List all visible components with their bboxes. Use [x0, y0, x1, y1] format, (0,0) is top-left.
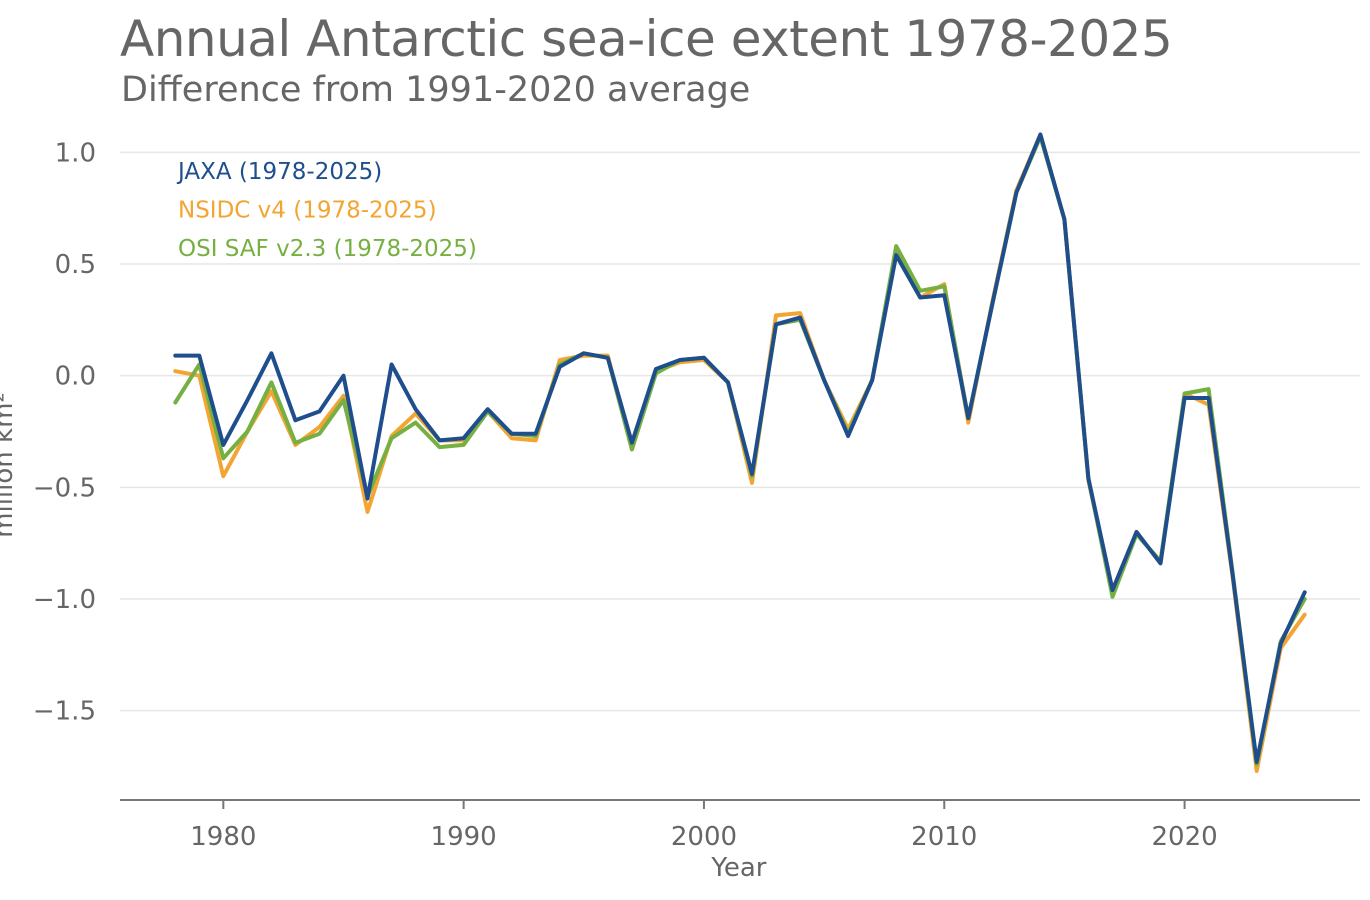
x-tick-label: 1980 [190, 822, 256, 852]
y-tick-label: −1.0 [33, 585, 96, 615]
x-tick-label: 2000 [671, 822, 737, 852]
x-tick-label: 2010 [911, 822, 977, 852]
y-tick-label: 0.5 [55, 250, 96, 280]
y-axis-title: million km² [0, 392, 19, 538]
y-tick-label: −0.5 [33, 473, 96, 503]
legend-entry: OSI SAF v2.3 (1978-2025) [178, 236, 477, 262]
chart-title: Annual Antarctic sea-ice extent 1978-202… [120, 10, 1173, 68]
y-tick-label: 1.0 [55, 138, 96, 168]
legend-entry: NSIDC v4 (1978-2025) [178, 198, 437, 224]
axes: 1.0 0.5 0.0 −0.5 −1.0 −1.5 1980 1990 2000 2010 202… [33, 138, 1360, 852]
chart-subtitle: Difference from 1991-2020 average [121, 70, 751, 110]
x-tick-label: 2020 [1151, 822, 1217, 852]
x-tick-label: 1990 [431, 822, 497, 852]
series-line-osi [173, 134, 1307, 767]
gridlines [120, 151, 1360, 712]
series-line-jaxa [173, 132, 1307, 764]
y-tick-label: 0.0 [55, 362, 96, 392]
legend-entry: JAXA (1978-2025) [176, 159, 382, 185]
legend: JAXA (1978-2025) NSIDC v4 (1978-2025) OSI … [176, 159, 477, 262]
series-line-nsidc [173, 132, 1307, 773]
x-axis-title: Year [710, 853, 766, 883]
series-lines [173, 132, 1307, 773]
y-tick-label: −1.5 [33, 697, 96, 727]
